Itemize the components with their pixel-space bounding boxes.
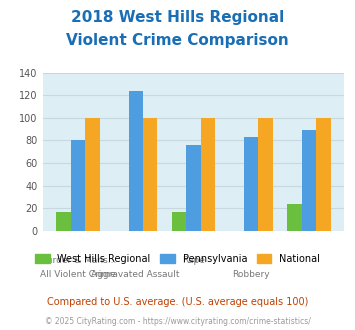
Text: 2018 West Hills Regional: 2018 West Hills Regional	[71, 10, 284, 25]
Bar	[129, 91, 143, 231]
Text: All Violent Crime: All Violent Crime	[40, 270, 116, 279]
Text: Rape: Rape	[182, 256, 205, 265]
Text: Violent Crime Comparison: Violent Crime Comparison	[66, 33, 289, 48]
Bar	[244, 137, 258, 231]
Text: Compared to U.S. average. (U.S. average equals 100): Compared to U.S. average. (U.S. average …	[47, 297, 308, 307]
Bar	[143, 118, 157, 231]
Bar	[316, 118, 331, 231]
Legend: West Hills Regional, Pennsylvania, National: West Hills Regional, Pennsylvania, Natio…	[31, 249, 324, 267]
Bar	[258, 118, 273, 231]
Text: Aggravated Assault: Aggravated Assault	[92, 270, 180, 279]
Text: © 2025 CityRating.com - https://www.cityrating.com/crime-statistics/: © 2025 CityRating.com - https://www.city…	[45, 317, 310, 326]
Bar	[71, 141, 85, 231]
Text: Murder & Mans...: Murder & Mans...	[39, 256, 117, 265]
Bar	[302, 130, 316, 231]
Text: Robbery: Robbery	[233, 270, 270, 279]
Bar	[172, 212, 186, 231]
Bar	[287, 204, 302, 231]
Bar	[201, 118, 215, 231]
Bar	[186, 145, 201, 231]
Bar	[56, 212, 71, 231]
Bar	[85, 118, 100, 231]
